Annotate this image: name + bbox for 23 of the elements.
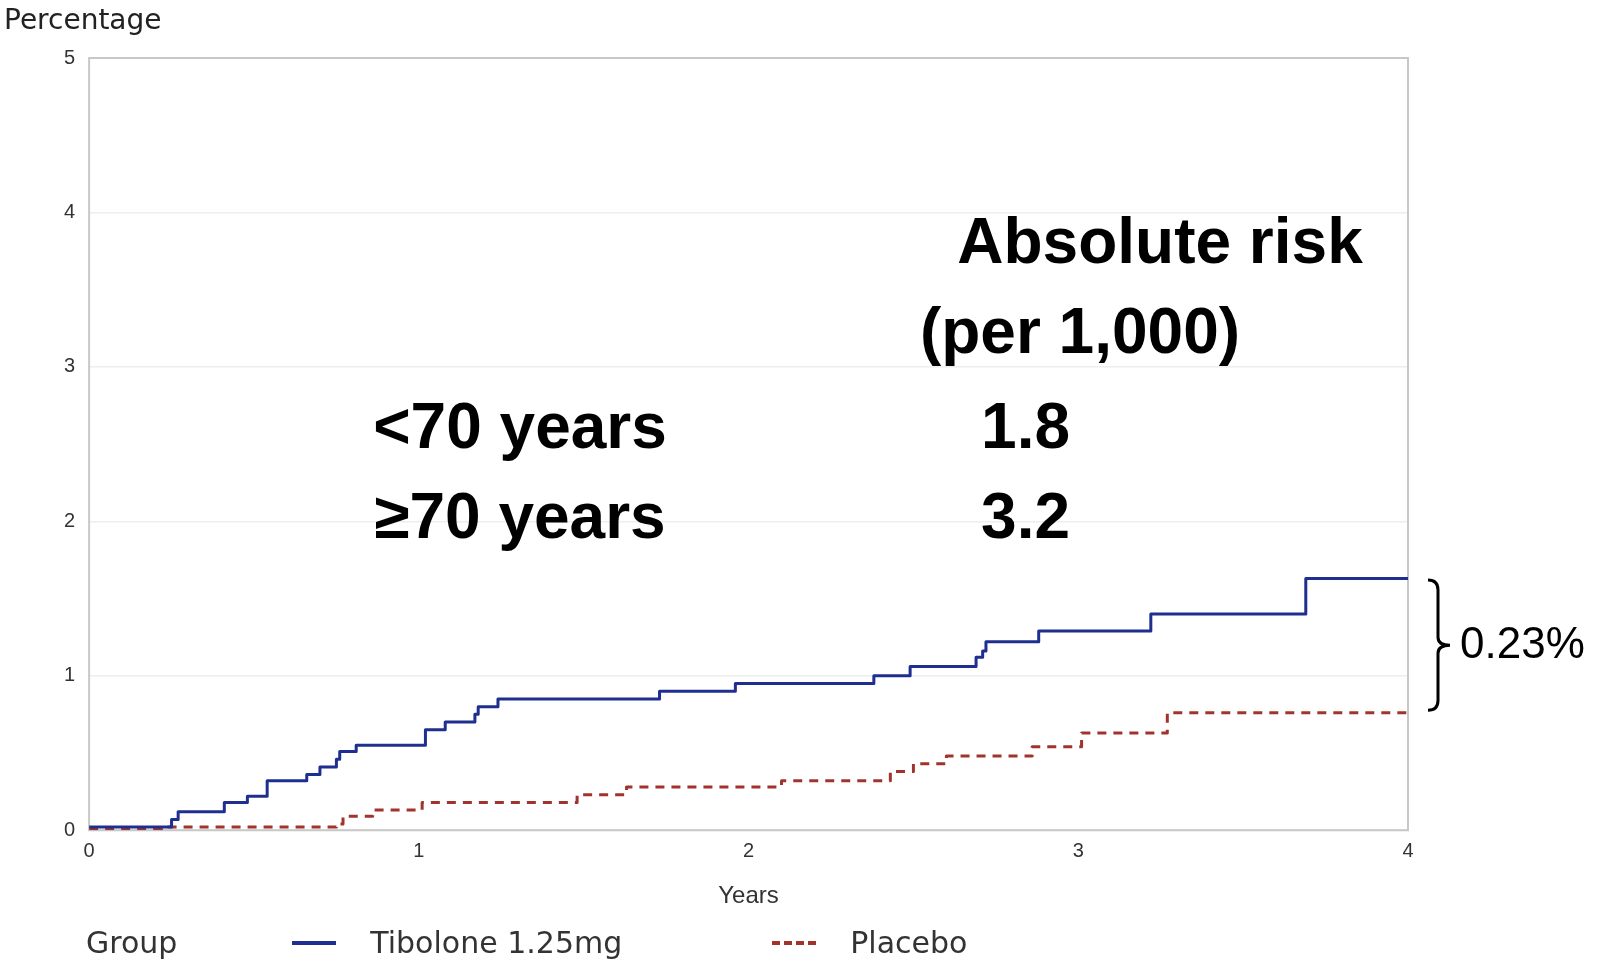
annotation: 1.8 — [981, 389, 1070, 462]
y-tick-label: 3 — [64, 354, 76, 377]
x-tick-label: 1 — [413, 838, 425, 861]
y-tick-label: 2 — [64, 508, 76, 531]
y-axis-title: Percentage — [4, 3, 162, 37]
x-tick-label: 0 — [83, 838, 95, 861]
y-tick-label: 4 — [64, 199, 76, 222]
legend-title: Group — [86, 925, 178, 960]
y-tick-label: 1 — [64, 663, 76, 686]
x-tick-label: 3 — [1072, 838, 1084, 861]
x-tick-label: 2 — [743, 838, 755, 861]
annotation: (per 1,000) — [919, 294, 1241, 367]
annotation: 3.2 — [981, 479, 1070, 552]
y-tick-label: 0 — [64, 817, 76, 840]
x-tick-label: 4 — [1402, 838, 1414, 861]
x-axis-title: Years — [718, 881, 779, 909]
legend-label: Tibolone 1.25mg — [370, 925, 623, 960]
annotation: Absolute risk — [957, 204, 1364, 277]
text: 0.23% — [1460, 617, 1585, 667]
legend-label: Placebo — [850, 925, 968, 960]
y-tick-label: 5 — [64, 45, 76, 68]
annotation: ≥70 years — [374, 479, 666, 552]
annotation: <70 years — [373, 389, 667, 462]
